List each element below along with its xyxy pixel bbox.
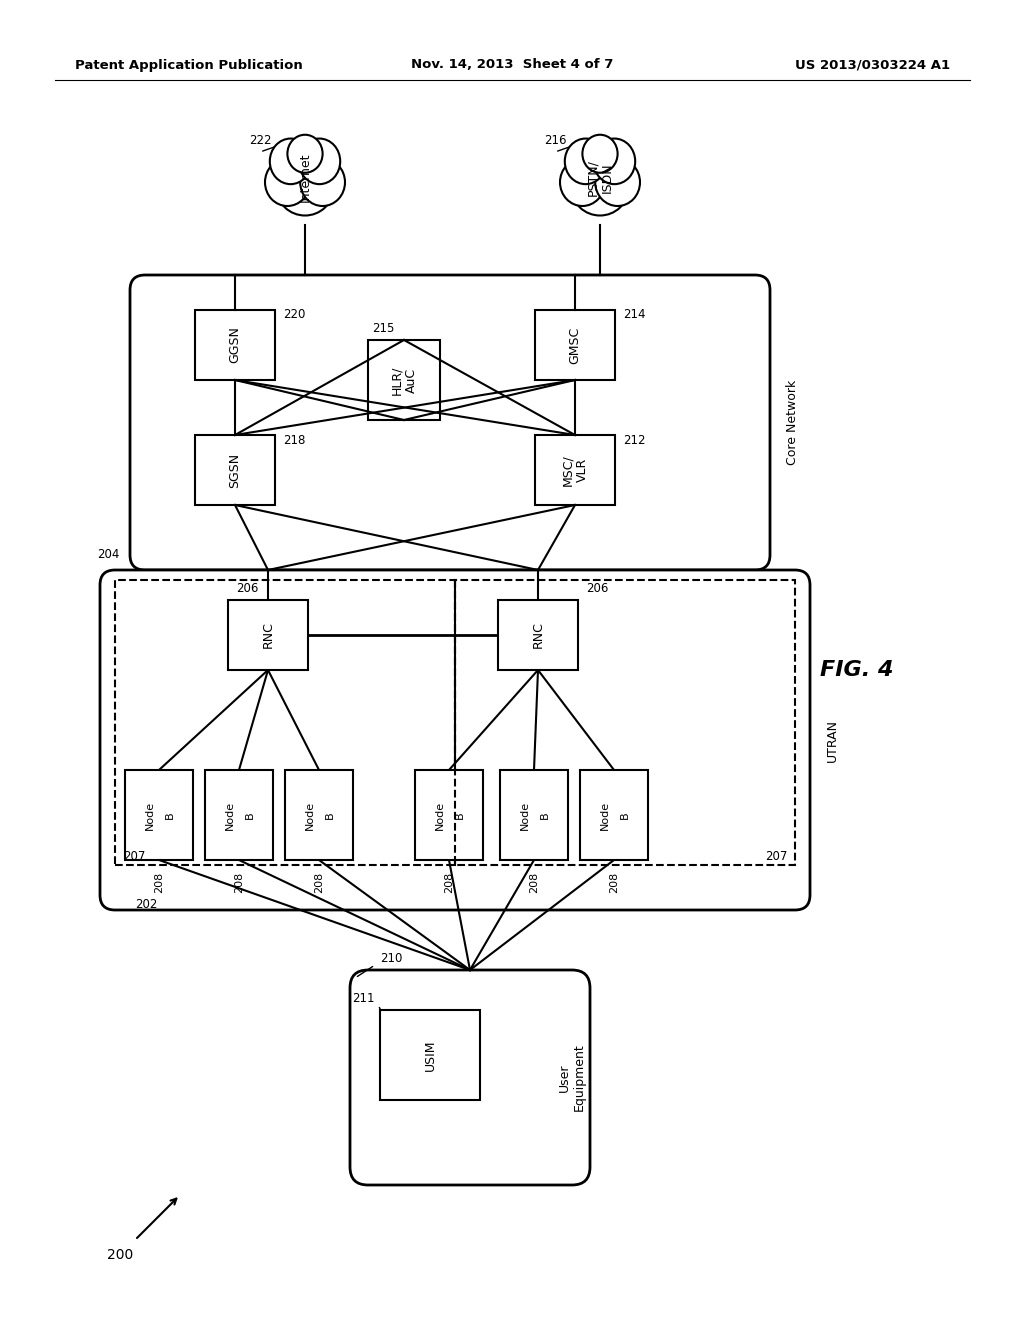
Text: RNC: RNC [531, 622, 545, 648]
Text: UTRAN: UTRAN [825, 718, 839, 762]
Bar [205, 770, 273, 861]
Text: 208: 208 [609, 871, 618, 892]
Text: 208: 208 [314, 871, 324, 892]
Ellipse shape [269, 139, 311, 185]
Bar [125, 770, 193, 861]
Bar [535, 436, 615, 506]
Text: 215: 215 [372, 322, 394, 334]
Text: Internet: Internet [299, 153, 311, 202]
Bar [535, 310, 615, 380]
Text: PSTN/
ISDN: PSTN/ ISDN [586, 160, 614, 195]
Text: 200: 200 [106, 1247, 133, 1262]
Text: US 2013/0303224 A1: US 2013/0303224 A1 [795, 58, 950, 71]
Text: RNC: RNC [261, 622, 274, 648]
Text: HLR/
AuC: HLR/ AuC [390, 366, 418, 395]
Ellipse shape [300, 158, 345, 206]
Text: B: B [540, 812, 550, 818]
Text: 208: 208 [444, 871, 454, 892]
Bar [195, 436, 275, 506]
FancyBboxPatch shape [130, 275, 770, 570]
Text: 204: 204 [97, 549, 119, 561]
Ellipse shape [583, 135, 617, 173]
Ellipse shape [594, 139, 635, 185]
FancyBboxPatch shape [100, 570, 810, 909]
Text: Node: Node [145, 800, 155, 829]
Bar [368, 341, 440, 420]
Text: Node: Node [600, 800, 610, 829]
Bar [380, 1010, 480, 1100]
Ellipse shape [265, 158, 310, 206]
Text: 206: 206 [236, 582, 258, 594]
Bar [285, 770, 353, 861]
Text: 208: 208 [234, 871, 244, 892]
Ellipse shape [299, 139, 340, 185]
Bar [115, 579, 795, 865]
Bar [500, 770, 568, 861]
Text: 202: 202 [135, 899, 158, 912]
Bar [228, 601, 308, 671]
Text: Node: Node [520, 800, 530, 829]
Text: GGSN: GGSN [228, 326, 242, 363]
Text: B: B [165, 812, 175, 818]
Text: Patent Application Publication: Patent Application Publication [75, 58, 303, 71]
Ellipse shape [560, 158, 605, 206]
Text: USIM: USIM [424, 1039, 436, 1071]
Text: Nov. 14, 2013  Sheet 4 of 7: Nov. 14, 2013 Sheet 4 of 7 [411, 58, 613, 71]
Text: Core Network: Core Network [785, 380, 799, 465]
Text: GMSC: GMSC [568, 326, 582, 363]
Ellipse shape [572, 162, 628, 215]
Text: User
Equipment: User Equipment [558, 1044, 586, 1111]
Text: B: B [455, 812, 465, 818]
FancyBboxPatch shape [350, 970, 590, 1185]
Text: 212: 212 [623, 433, 645, 446]
Text: MSC/
VLR: MSC/ VLR [561, 454, 589, 486]
Bar [498, 601, 578, 671]
Text: B: B [245, 812, 255, 818]
Text: B: B [620, 812, 630, 818]
Text: Node: Node [225, 800, 234, 829]
Text: 222: 222 [249, 133, 271, 147]
Text: 208: 208 [529, 871, 539, 892]
Text: Node: Node [305, 800, 315, 829]
Text: FIG. 4: FIG. 4 [820, 660, 894, 680]
Bar [415, 770, 483, 861]
Text: 207: 207 [765, 850, 787, 863]
Ellipse shape [278, 162, 333, 215]
Text: 220: 220 [283, 309, 305, 322]
Text: 214: 214 [623, 309, 645, 322]
Bar [195, 310, 275, 380]
Ellipse shape [565, 139, 606, 185]
Ellipse shape [288, 135, 323, 173]
Text: 218: 218 [283, 433, 305, 446]
Text: SGSN: SGSN [228, 453, 242, 487]
Bar [580, 770, 648, 861]
Text: B: B [325, 812, 335, 818]
Text: 216: 216 [544, 133, 566, 147]
Text: Node: Node [435, 800, 445, 829]
Text: 210: 210 [380, 952, 402, 965]
Text: 207: 207 [123, 850, 145, 863]
Text: 208: 208 [154, 871, 164, 892]
Ellipse shape [595, 158, 640, 206]
Text: 211: 211 [352, 991, 375, 1005]
Text: 206: 206 [586, 582, 608, 594]
